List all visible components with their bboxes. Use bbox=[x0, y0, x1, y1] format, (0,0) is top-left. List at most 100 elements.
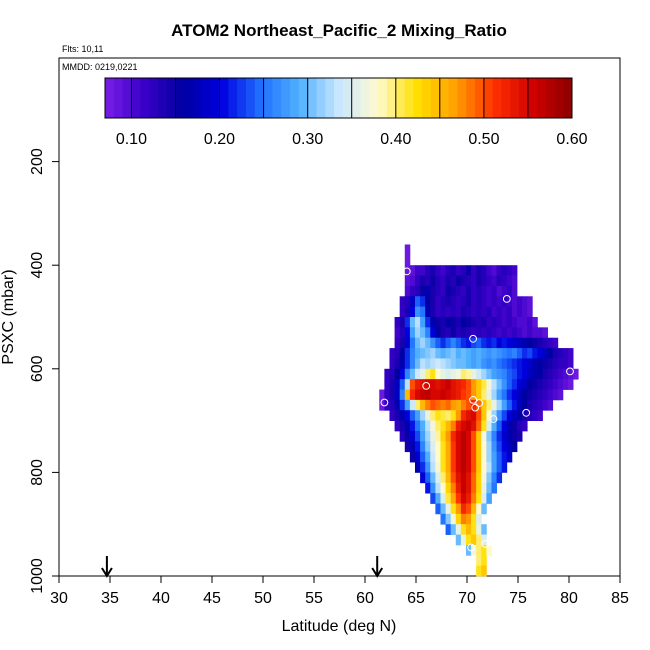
heatmap-cell bbox=[511, 410, 518, 421]
heatmap-cell bbox=[496, 368, 503, 380]
marker-circle bbox=[380, 398, 389, 407]
heatmap-cell bbox=[440, 296, 446, 308]
heatmap-cell bbox=[486, 285, 492, 297]
heatmap-cell bbox=[425, 482, 431, 494]
heatmap-cell bbox=[440, 358, 446, 370]
heatmap-cell bbox=[481, 389, 487, 401]
heatmap-cell bbox=[491, 337, 497, 349]
heatmap-cell bbox=[420, 420, 426, 432]
heatmap-cell bbox=[476, 337, 482, 349]
heatmap-cell bbox=[445, 451, 452, 463]
x-tick-label: 85 bbox=[611, 590, 629, 607]
heatmap-cell bbox=[506, 337, 513, 349]
heatmap-cell bbox=[501, 327, 508, 339]
colorbar-segment bbox=[316, 78, 326, 118]
heatmap-cell bbox=[486, 462, 492, 473]
heatmap-cell bbox=[440, 441, 446, 453]
heatmap-cell bbox=[481, 306, 487, 318]
heatmap-cell bbox=[532, 317, 538, 328]
heatmap-cell bbox=[511, 265, 518, 276]
heatmap-cell bbox=[445, 524, 452, 535]
heatmap-cell bbox=[435, 441, 441, 453]
heatmap-cell bbox=[399, 327, 406, 339]
heatmap-cell bbox=[404, 244, 411, 256]
heatmap-cell bbox=[440, 420, 446, 432]
heatmap-cell bbox=[491, 379, 497, 390]
heatmap-cell bbox=[476, 472, 482, 484]
heatmap-cell bbox=[389, 389, 395, 401]
heatmap-cell bbox=[414, 441, 421, 453]
heatmap-cell bbox=[420, 265, 426, 276]
heatmap-cell bbox=[476, 317, 482, 328]
heatmap-cell bbox=[445, 389, 452, 401]
heatmap-cell bbox=[476, 368, 482, 380]
heatmap-cell bbox=[445, 327, 452, 339]
heatmap-cell bbox=[430, 265, 436, 276]
heatmap-cell bbox=[486, 317, 492, 328]
heatmap-cell bbox=[481, 462, 487, 473]
heatmap-cell bbox=[420, 441, 426, 453]
heatmap-cell bbox=[409, 368, 416, 380]
colorbar-segment bbox=[351, 78, 361, 118]
heatmap-cell bbox=[573, 368, 579, 380]
heatmap-cell bbox=[445, 368, 452, 380]
heatmap-cell bbox=[404, 368, 411, 380]
heatmap-cell bbox=[471, 493, 477, 504]
colorbar-segment bbox=[386, 78, 397, 118]
heatmap-cell bbox=[557, 358, 564, 370]
heatmap-cell bbox=[481, 544, 487, 556]
heatmap-cell bbox=[516, 327, 523, 339]
heatmap-cell bbox=[476, 296, 482, 308]
heatmap-cell bbox=[476, 544, 482, 556]
heatmap-cell bbox=[491, 358, 497, 370]
heatmap-cell bbox=[445, 493, 452, 504]
x-tick-label: 50 bbox=[254, 590, 272, 607]
heatmap-cell bbox=[435, 379, 441, 390]
colorbar-segment bbox=[140, 78, 150, 118]
heatmap-cell bbox=[465, 420, 472, 432]
heatmap-cell bbox=[516, 410, 523, 421]
heatmap-cell bbox=[445, 410, 452, 421]
heatmap-cell bbox=[537, 389, 543, 401]
heatmap-cell bbox=[455, 358, 462, 370]
heatmap-cell bbox=[450, 337, 457, 349]
heatmap-cell bbox=[425, 296, 431, 308]
heatmap-cell bbox=[445, 503, 452, 515]
heatmap-cell bbox=[522, 296, 528, 308]
heatmap-cell bbox=[455, 337, 462, 349]
heatmap-cell bbox=[481, 285, 487, 297]
heatmap-cell bbox=[455, 389, 462, 401]
heatmap-cell bbox=[481, 275, 487, 287]
heatmap-cell bbox=[414, 368, 421, 380]
x-tick-label: 80 bbox=[560, 590, 578, 607]
colorbar-tick-label: 0.10 bbox=[116, 131, 147, 148]
heatmap-cell bbox=[496, 348, 503, 359]
heatmap-cell bbox=[455, 265, 462, 276]
heatmap-cell bbox=[465, 296, 472, 308]
y-axis: 200 400 600 800 1000 bbox=[29, 148, 59, 594]
heatmap-cell bbox=[414, 358, 421, 370]
heatmap-cell bbox=[404, 285, 411, 297]
heatmap-cell bbox=[486, 420, 492, 432]
heatmap-cell bbox=[471, 544, 477, 556]
heatmap-cell bbox=[414, 399, 421, 411]
x-tick-label: 75 bbox=[509, 590, 527, 607]
heatmap-cell bbox=[465, 410, 472, 421]
x-tick-label: 60 bbox=[356, 590, 374, 607]
heatmap-cell bbox=[455, 306, 462, 318]
heatmap-cell bbox=[420, 368, 426, 380]
heatmap-cell bbox=[435, 317, 441, 328]
heatmap-cell bbox=[537, 327, 543, 339]
heatmap-cell bbox=[516, 317, 523, 328]
colorbar-segment bbox=[149, 78, 159, 118]
heatmap-cell bbox=[481, 555, 487, 567]
heatmap-cell bbox=[496, 451, 503, 463]
heatmap-cell bbox=[440, 493, 446, 504]
colorbar-segment bbox=[554, 78, 564, 118]
heatmap-cell bbox=[409, 451, 416, 463]
heatmap-cell bbox=[465, 285, 472, 297]
y-tick-label: 1000 bbox=[29, 558, 46, 594]
heatmap-cell bbox=[440, 306, 446, 318]
heatmap-cell bbox=[460, 296, 467, 308]
heatmap-cell bbox=[440, 472, 446, 484]
